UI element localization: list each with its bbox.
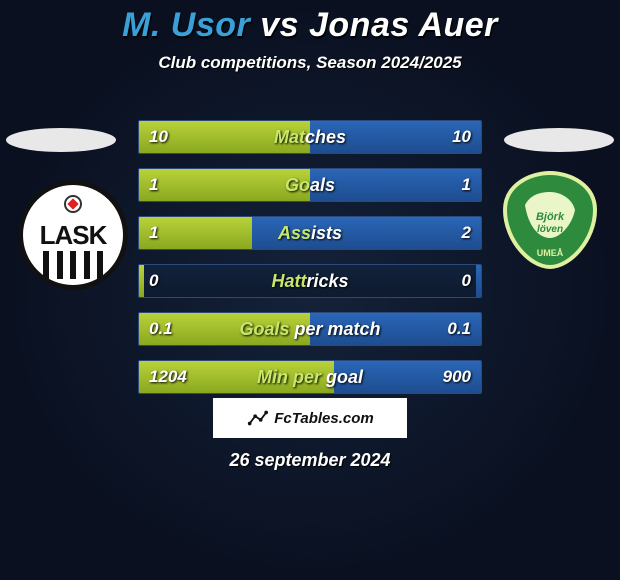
stat-row: Goals per match0.1 0.1	[138, 312, 482, 346]
stat-bars: Matches1010Goals11Assists12Hattricks00Go…	[138, 120, 482, 408]
club-left-label: LASK	[40, 220, 107, 251]
player2-name: Jonas Auer	[309, 6, 498, 44]
svg-text:Björk: Björk	[536, 211, 565, 223]
stat-value-left: 1204	[149, 361, 187, 393]
stat-label: Goals per match	[139, 313, 481, 345]
stat-value-left: 0	[149, 265, 158, 297]
stat-row: Hattricks0 0	[138, 264, 482, 298]
chart-icon	[246, 407, 268, 429]
brand-label: FcTables.com	[274, 410, 373, 427]
lask-ring-icon	[64, 195, 82, 213]
player1-name: M. Usor	[122, 6, 250, 44]
club-badge-left: LASK	[18, 180, 128, 290]
vs-label: vs	[260, 6, 299, 44]
stat-row: Matches10 10	[138, 120, 482, 154]
player2-oval	[504, 128, 614, 152]
svg-text:löven: löven	[537, 224, 563, 235]
brand-badge[interactable]: FcTables.com	[213, 398, 407, 438]
lask-stripes-icon	[43, 251, 103, 279]
stat-label: Goals	[139, 169, 481, 201]
stat-value-right: 0.1	[447, 313, 471, 345]
subtitle: Club competitions, Season 2024/2025	[0, 53, 620, 73]
stat-row: Min per goal1204 900	[138, 360, 482, 394]
stat-row: Goals1 1	[138, 168, 482, 202]
stat-label: Assists	[139, 217, 481, 249]
stat-label: Min per goal	[139, 361, 481, 393]
stat-label: Hattricks	[139, 265, 481, 297]
stat-value-left: 1	[149, 217, 158, 249]
stat-value-right: 2	[462, 217, 471, 249]
svg-text:UMEÅ: UMEÅ	[537, 248, 564, 258]
stat-value-right: 10	[452, 121, 471, 153]
stat-value-left: 1	[149, 169, 158, 201]
stat-label: Matches	[139, 121, 481, 153]
stat-value-right: 1	[462, 169, 471, 201]
club-badge-right: Björk löven UMEÅ	[500, 170, 600, 270]
bjorkloven-shield-icon: Björk löven UMEÅ	[500, 170, 600, 270]
page-title: M. Usor vs Jonas Auer	[0, 0, 620, 45]
stat-value-left: 0.1	[149, 313, 173, 345]
stat-value-right: 900	[443, 361, 471, 393]
stat-row: Assists1 2	[138, 216, 482, 250]
comparison-card: M. Usor vs Jonas Auer Club competitions,…	[0, 0, 620, 580]
stat-value-left: 10	[149, 121, 168, 153]
stat-value-right: 0	[462, 265, 471, 297]
player1-oval	[6, 128, 116, 152]
date-label: 26 september 2024	[0, 450, 620, 471]
stats-area: LASK Björk löven UMEÅ Matches1010Goals11…	[0, 110, 620, 410]
